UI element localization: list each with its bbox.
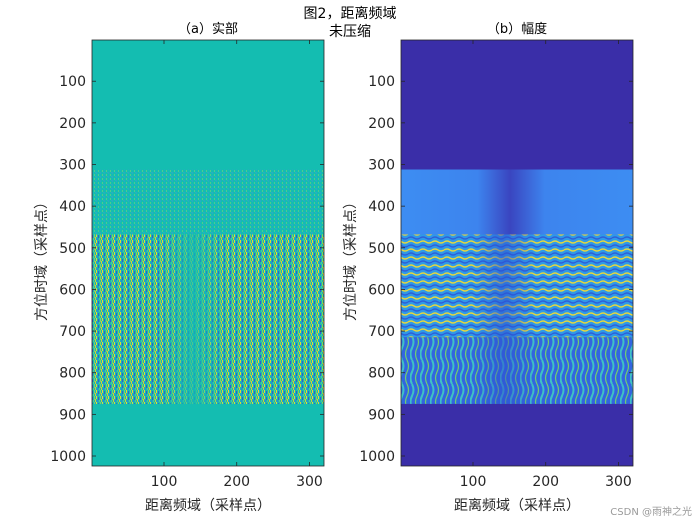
heatmap-band-center-fade <box>160 234 226 404</box>
y-tick-label: 600 <box>368 282 395 298</box>
panel-b-title: （b）幅度 <box>486 22 548 37</box>
heatmap-band-1 <box>92 40 324 170</box>
heatmap-band-center-fade <box>473 337 535 404</box>
panel-b-frame <box>400 39 634 467</box>
figure-title-line1: 图2，距离频域 <box>303 6 397 22</box>
x-tick-label: 100 <box>151 474 178 490</box>
y-tick-label: 1000 <box>50 449 86 465</box>
x-tick-label: 200 <box>532 474 559 490</box>
heatmap-band-1 <box>401 40 633 170</box>
x-tick-label: 100 <box>460 474 487 490</box>
y-tick-label: 600 <box>59 282 86 298</box>
x-tick-label: 200 <box>223 474 250 490</box>
y-tick-label: 700 <box>368 324 395 340</box>
panel-b-xlabel: 距离频域（采样点） <box>454 498 580 514</box>
y-tick-label: 400 <box>368 199 395 215</box>
y-tick-label: 500 <box>368 241 395 257</box>
y-tick-label: 500 <box>59 241 86 257</box>
y-tick-label: 300 <box>368 158 395 174</box>
heatmap-band-2 <box>92 169 324 235</box>
figure-title-line2: 未压缩 <box>329 24 371 40</box>
y-tick-label: 400 <box>59 199 86 215</box>
y-tick-label: 100 <box>368 74 395 90</box>
y-tick-label: 900 <box>59 407 86 423</box>
heatmap-band-2 <box>401 169 633 235</box>
y-tick-label: 100 <box>59 74 86 90</box>
panel-a-xlabel: 距离频域（采样点） <box>145 498 271 514</box>
panel-b-ylabel: 方位时域（采样点） <box>343 195 359 321</box>
panel-a-axes: 100 200 300 400 500 600 700 800 900 1000 100 200 300 <box>50 39 325 490</box>
panel-b-heatmap <box>401 40 633 466</box>
x-tick-label: 300 <box>605 474 632 490</box>
csdn-watermark: CSDN @雨神之光 <box>610 507 692 518</box>
panel-a-title: （a）实部 <box>178 22 238 37</box>
heatmap-band-4 <box>92 403 324 466</box>
y-tick-label: 800 <box>368 366 395 382</box>
heatmap-band-center-fade <box>473 234 535 338</box>
y-tick-label: 300 <box>59 158 86 174</box>
y-tick-label: 700 <box>59 324 86 340</box>
x-tick-label: 300 <box>296 474 323 490</box>
panel-a-ylabel: 方位时域（采样点） <box>34 195 50 321</box>
heatmap-band-5 <box>401 403 633 466</box>
y-tick-label: 900 <box>368 407 395 423</box>
y-tick-label: 200 <box>59 116 86 132</box>
y-tick-label: 200 <box>368 116 395 132</box>
panel-a-frame <box>91 39 325 467</box>
y-tick-label: 1000 <box>359 449 395 465</box>
panel-b-axes: 100 200 300 400 500 600 700 800 900 1000 100 200 300 <box>359 39 634 490</box>
panel-a-heatmap <box>92 40 324 466</box>
y-tick-label: 800 <box>59 366 86 382</box>
